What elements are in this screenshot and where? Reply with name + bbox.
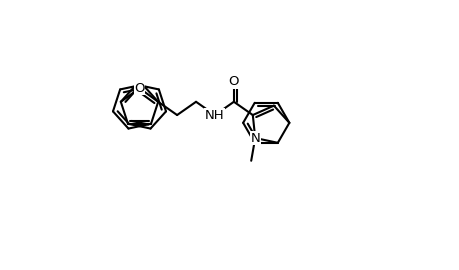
- Text: NH: NH: [205, 109, 224, 122]
- Text: N: N: [250, 131, 259, 144]
- Text: O: O: [134, 82, 145, 95]
- Text: O: O: [228, 75, 239, 88]
